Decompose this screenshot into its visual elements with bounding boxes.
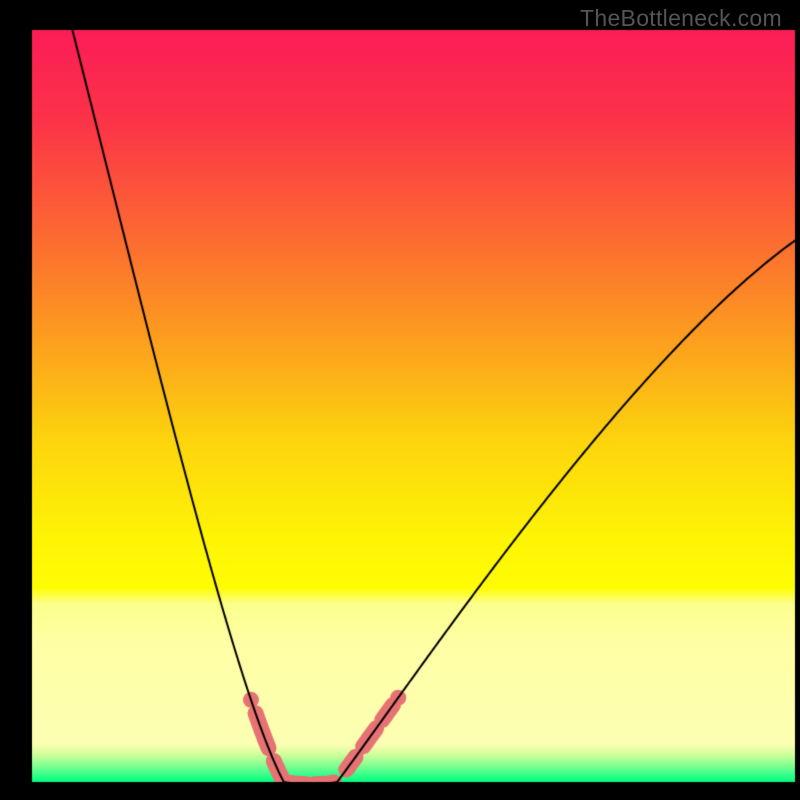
bottleneck-curve-chart	[0, 0, 800, 800]
watermark-text: TheBottleneck.com	[580, 5, 782, 32]
chart-root: TheBottleneck.com	[0, 0, 800, 800]
